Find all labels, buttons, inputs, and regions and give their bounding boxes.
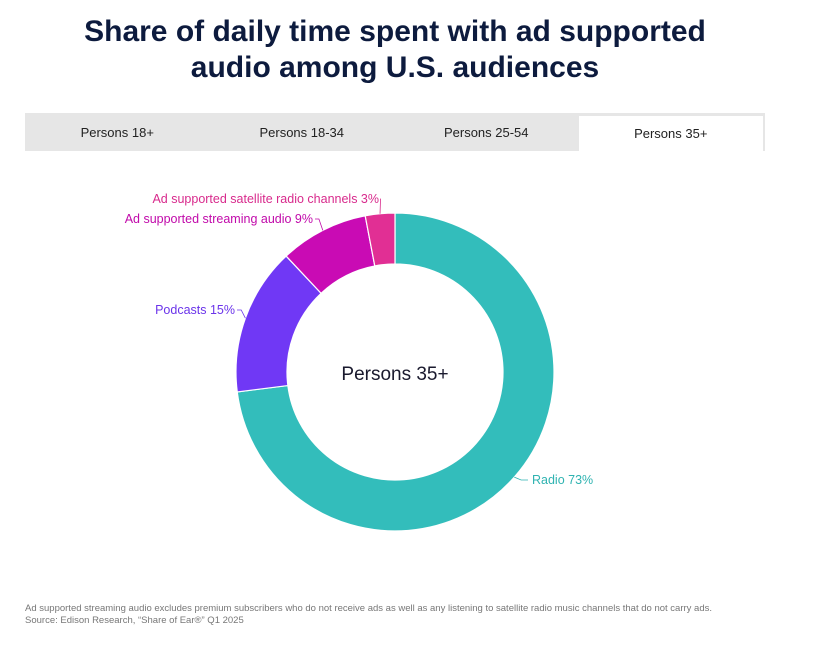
donut-chart: Radio 73% Podcasts 15% Ad supported stream… — [125, 192, 593, 532]
donut-slice-ad-supported-satellite-radio-channels[interactable] — [364, 212, 396, 267]
slice-label: Ad supported streaming audio 9% — [125, 212, 313, 226]
footnote: Ad supported streaming audio excludes pr… — [25, 603, 765, 627]
leader-line — [237, 309, 246, 319]
leader-line — [514, 476, 528, 481]
tab-persons-35-plus[interactable]: Persons 35+ — [578, 116, 763, 151]
audience-tabs: Persons 18+ Persons 18-34 Persons 25-54 … — [25, 113, 765, 151]
footnote-text: Ad supported streaming audio excludes pr… — [25, 603, 712, 614]
slice-labels: Radio 73% Podcasts 15% Ad supported stream… — [125, 192, 593, 487]
chart-title: Share of daily time spent with ad suppor… — [0, 14, 790, 86]
donut-slices — [235, 212, 555, 532]
slice-label: Ad supported satellite radio channels 3% — [152, 192, 379, 206]
tab-persons-18-34[interactable]: Persons 18-34 — [259, 124, 345, 140]
leader-line — [315, 218, 324, 231]
tab-persons-18-plus[interactable]: Persons 18+ — [80, 124, 154, 140]
label-leader-lines — [237, 198, 528, 481]
donut-center-label: Persons 35+ — [341, 364, 448, 385]
leader-line — [379, 198, 381, 214]
slice-label: Podcasts 15% — [155, 303, 235, 317]
title-line-1: Share of daily time spent with ad suppor… — [84, 15, 706, 48]
tab-persons-25-54[interactable]: Persons 25-54 — [443, 124, 529, 140]
slice-label: Radio 73% — [532, 473, 593, 487]
donut-slice-radio[interactable] — [236, 212, 555, 532]
source-text: Source: Edison Research, “Share of Ear®”… — [25, 615, 244, 626]
title-line-2: audio among U.S. audiences — [190, 51, 600, 84]
